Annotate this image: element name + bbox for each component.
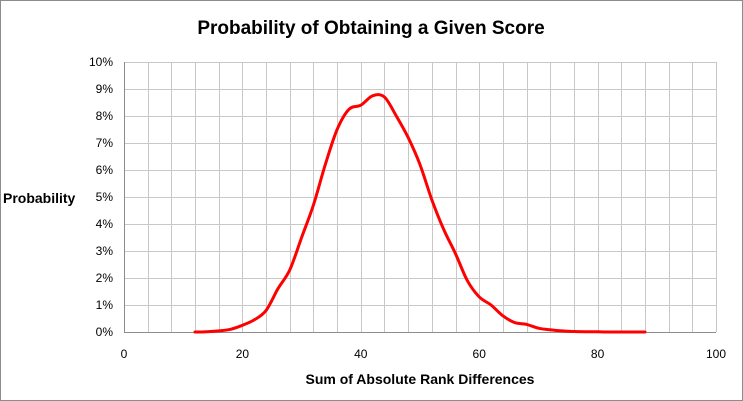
series-line	[193, 93, 647, 334]
x-tick-label: 20	[236, 347, 250, 361]
x-tick-label: 0	[121, 347, 128, 361]
y-tick-label: 5%	[96, 190, 114, 204]
y-axis-title: Probability	[3, 190, 76, 206]
tick-layer: 0% 1% 2% 3% 4% 5% 6% 7% 8% 9% 10% 0 20 40 60 80 100	[89, 55, 726, 361]
y-tick-label: 3%	[96, 244, 114, 258]
chart-title: Probability of Obtaining a Given Score	[197, 18, 544, 39]
y-tick-label: 2%	[96, 271, 114, 285]
grid-layer	[124, 62, 717, 333]
y-tick-label: 4%	[96, 217, 114, 231]
y-tick-label: 0%	[96, 325, 114, 339]
y-tick-label: 1%	[96, 298, 114, 312]
y-tick-label: 6%	[96, 163, 114, 177]
y-tick-label: 8%	[96, 109, 114, 123]
y-tick-label: 10%	[89, 55, 113, 69]
y-tick-label: 7%	[96, 136, 114, 150]
x-tick-label: 80	[591, 347, 605, 361]
x-axis-title: Sum of Absolute Rank Differences	[306, 371, 535, 387]
x-tick-label: 60	[473, 347, 487, 361]
x-tick-label: 40	[354, 347, 368, 361]
x-tick-label: 100	[706, 347, 726, 361]
y-tick-label: 9%	[96, 82, 114, 96]
